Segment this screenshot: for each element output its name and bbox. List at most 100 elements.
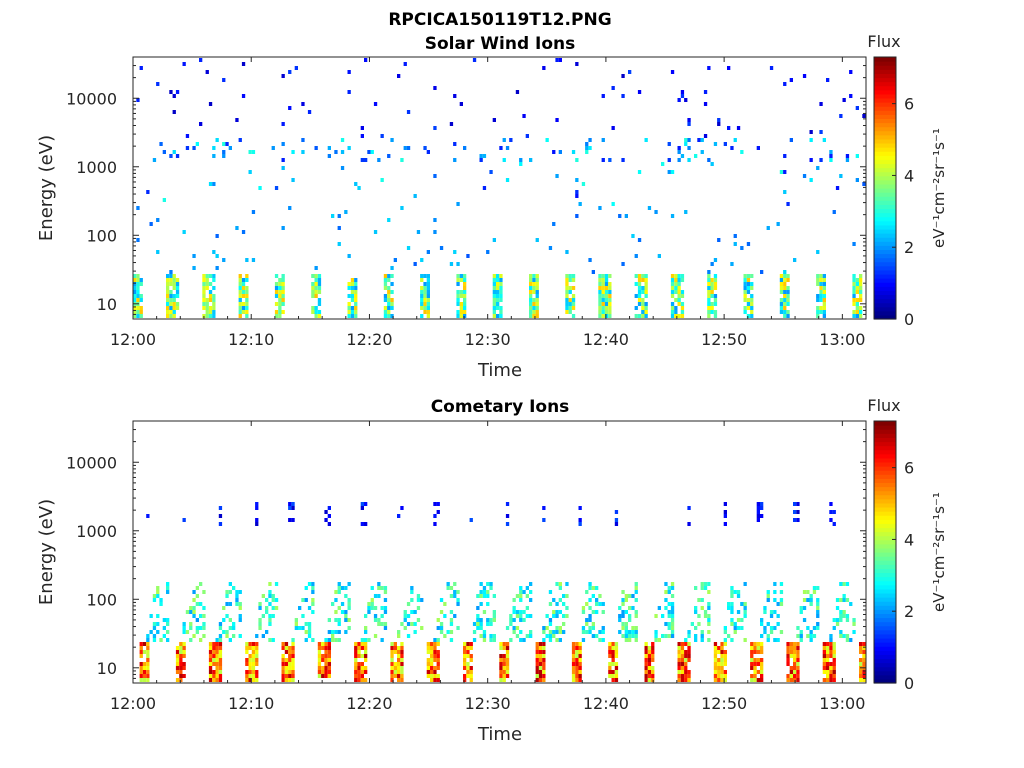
heatmap-cell (499, 282, 503, 286)
colorbar-segment (874, 502, 896, 508)
heatmap-cell (245, 274, 249, 278)
heatmap-cell (324, 674, 328, 678)
heatmap-cell (644, 670, 648, 674)
heatmap-cell (565, 310, 569, 314)
heatmap-cell (390, 678, 394, 682)
heatmap-cell (634, 294, 638, 298)
heatmap-cell (604, 306, 609, 310)
heatmap-cell (505, 646, 510, 650)
heatmap-cell (832, 666, 836, 670)
heatmap-cell (809, 130, 813, 134)
heatmap-cell (347, 90, 351, 94)
heatmap-cell (746, 302, 751, 306)
heatmap-cell (430, 658, 434, 662)
heatmap-cell (271, 606, 275, 610)
heatmap-cell (255, 506, 259, 510)
heatmap-cell (707, 614, 711, 618)
heatmap-cell (529, 282, 533, 286)
heatmap-cell (578, 646, 582, 650)
heatmap-cell (492, 294, 496, 298)
heatmap-cell (783, 278, 787, 282)
heatmap-cell (535, 642, 539, 646)
heatmap-cell (311, 286, 315, 290)
heatmap-cell (469, 654, 473, 658)
heatmap-cell (822, 290, 826, 294)
heatmap-cell (265, 630, 269, 634)
heatmap-cells (139, 502, 866, 682)
heatmap-cell (466, 646, 470, 650)
heatmap-cell (845, 638, 850, 642)
heatmap-cell (793, 662, 797, 666)
heatmap-cell (628, 630, 632, 634)
heatmap-cell (433, 126, 437, 130)
heatmap-cell (172, 306, 176, 310)
heatmap-cell (710, 282, 714, 286)
heatmap-cell (529, 278, 533, 282)
colorbar-segment (874, 437, 896, 443)
heatmap-cell (301, 598, 305, 602)
heatmap-cell (189, 610, 193, 614)
heatmap-cell (496, 274, 500, 278)
heatmap-cell (720, 650, 724, 654)
heatmap-cell (571, 294, 576, 298)
heatmap-cell (152, 626, 157, 630)
heatmap-cell (291, 518, 295, 522)
heatmap-cell (307, 110, 312, 114)
heatmap-cell (354, 294, 358, 298)
heatmap-cell (265, 598, 269, 602)
heatmap-cell (565, 250, 569, 254)
heatmap-cell (215, 674, 219, 678)
heatmap-cell (433, 642, 437, 646)
heatmap-cell (581, 626, 586, 630)
heatmap-cell (746, 274, 751, 278)
heatmap-cell (370, 150, 374, 154)
heatmap-cell (232, 586, 236, 590)
heatmap-cell (783, 302, 787, 306)
heatmap-cell (175, 290, 180, 294)
heatmap-cell (162, 618, 166, 622)
heatmap-cell (390, 670, 394, 674)
heatmap-cell (463, 302, 467, 306)
heatmap-cell (456, 626, 460, 630)
heatmap-cell (416, 618, 421, 622)
colorbar-segment (874, 269, 896, 275)
heatmap-cell (641, 306, 645, 310)
heatmap-cell (284, 678, 289, 682)
heatmap-cell (426, 658, 430, 662)
heatmap-cell (225, 590, 229, 594)
heatmap-cell (558, 150, 562, 154)
heatmap-cell (601, 290, 605, 294)
heatmap-cell (311, 586, 315, 590)
heatmap-cell (136, 238, 140, 242)
heatmap-cell (783, 274, 787, 278)
heatmap-cell (789, 666, 793, 670)
heatmap-cell (621, 614, 625, 618)
heatmap-cell (829, 154, 833, 158)
heatmap-cell (779, 290, 784, 294)
heatmap-cell (499, 294, 503, 298)
colorbar-segment (874, 621, 896, 627)
heatmap-cell (360, 506, 364, 510)
heatmap-cell (238, 314, 242, 318)
heatmap-cell (218, 678, 223, 682)
heatmap-cell (552, 222, 556, 226)
heatmap-cell (354, 182, 358, 186)
heatmap-cell (241, 94, 246, 98)
heatmap-cell (218, 642, 223, 646)
heatmap-cell (390, 266, 394, 270)
heatmap-cell (149, 614, 153, 618)
heatmap-cell (139, 674, 143, 678)
heatmap-cell (377, 622, 381, 626)
heatmap-cell (420, 286, 424, 290)
y-tick-label: 10 (97, 659, 117, 678)
heatmap-cell (373, 594, 378, 598)
heatmap-cell (717, 650, 721, 654)
heatmap-cell (552, 630, 556, 634)
heatmap-cell (766, 638, 770, 642)
colorbar-segment (874, 261, 896, 267)
heatmap-cell (327, 650, 331, 654)
heatmap-cell (670, 314, 675, 318)
heatmap-cell (647, 674, 652, 678)
heatmap-cell (317, 314, 322, 318)
heatmap-cell (472, 638, 477, 642)
